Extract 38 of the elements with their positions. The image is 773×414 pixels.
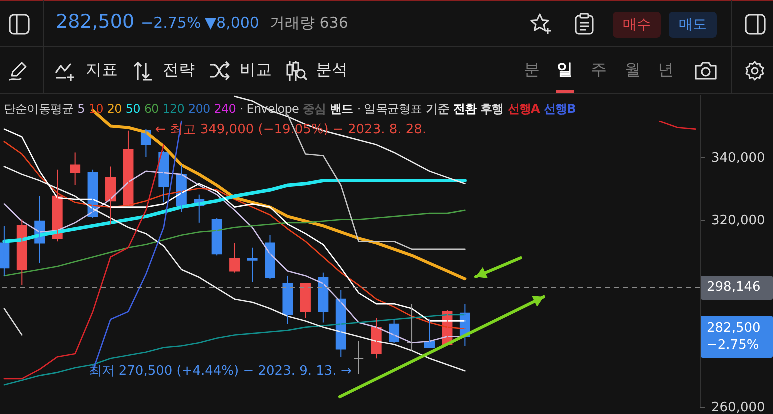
text: 일 [557,60,573,80]
legend-label: 240 [214,102,236,116]
series-label: 밴드 [330,102,354,116]
text: 년 [658,60,674,80]
text: 월 [625,60,641,80]
text: 분석 [316,60,348,80]
text: 분 [524,60,540,80]
text: 282,500 [56,11,135,33]
tag: 298,146 [701,276,773,300]
text: 10 [88,102,104,116]
text: 전환 [453,102,477,116]
text: 지표 [86,60,118,80]
text: 후행 [480,102,504,116]
text: ▼8,000 [205,14,260,32]
text: 주 [591,60,607,80]
text: 50 [126,102,140,116]
text: 거래량 636 [270,14,348,32]
legend-label: 200 [188,102,210,116]
series-label: 20 [107,102,122,116]
tag: 282,500 −2.75% [701,316,773,358]
annotation: 최저 270,500 (+4.44%) − 2023. 9. 13. → [88,364,352,380]
button: 매수 [613,12,661,38]
button: 매도 [669,12,717,38]
text: −2.75% [141,14,202,32]
text: 선행B [544,102,576,116]
text: 60 [144,102,159,116]
y-tick-label: 260,000 [712,400,766,414]
legend-title: 단순이동평균 [4,102,74,116]
text: 전략 [163,60,195,80]
legend-label: 중심 [302,102,326,116]
y-tick-label: 320,000 [712,213,766,228]
text: 기준 [426,102,450,116]
text: 5 [78,102,85,116]
text: 선행A [508,102,540,116]
text: 비교 [240,60,272,80]
annotation: · 일목균형표 [357,102,422,116]
y-tick-label: 340,000 [712,150,766,166]
text: 120 [162,102,185,116]
